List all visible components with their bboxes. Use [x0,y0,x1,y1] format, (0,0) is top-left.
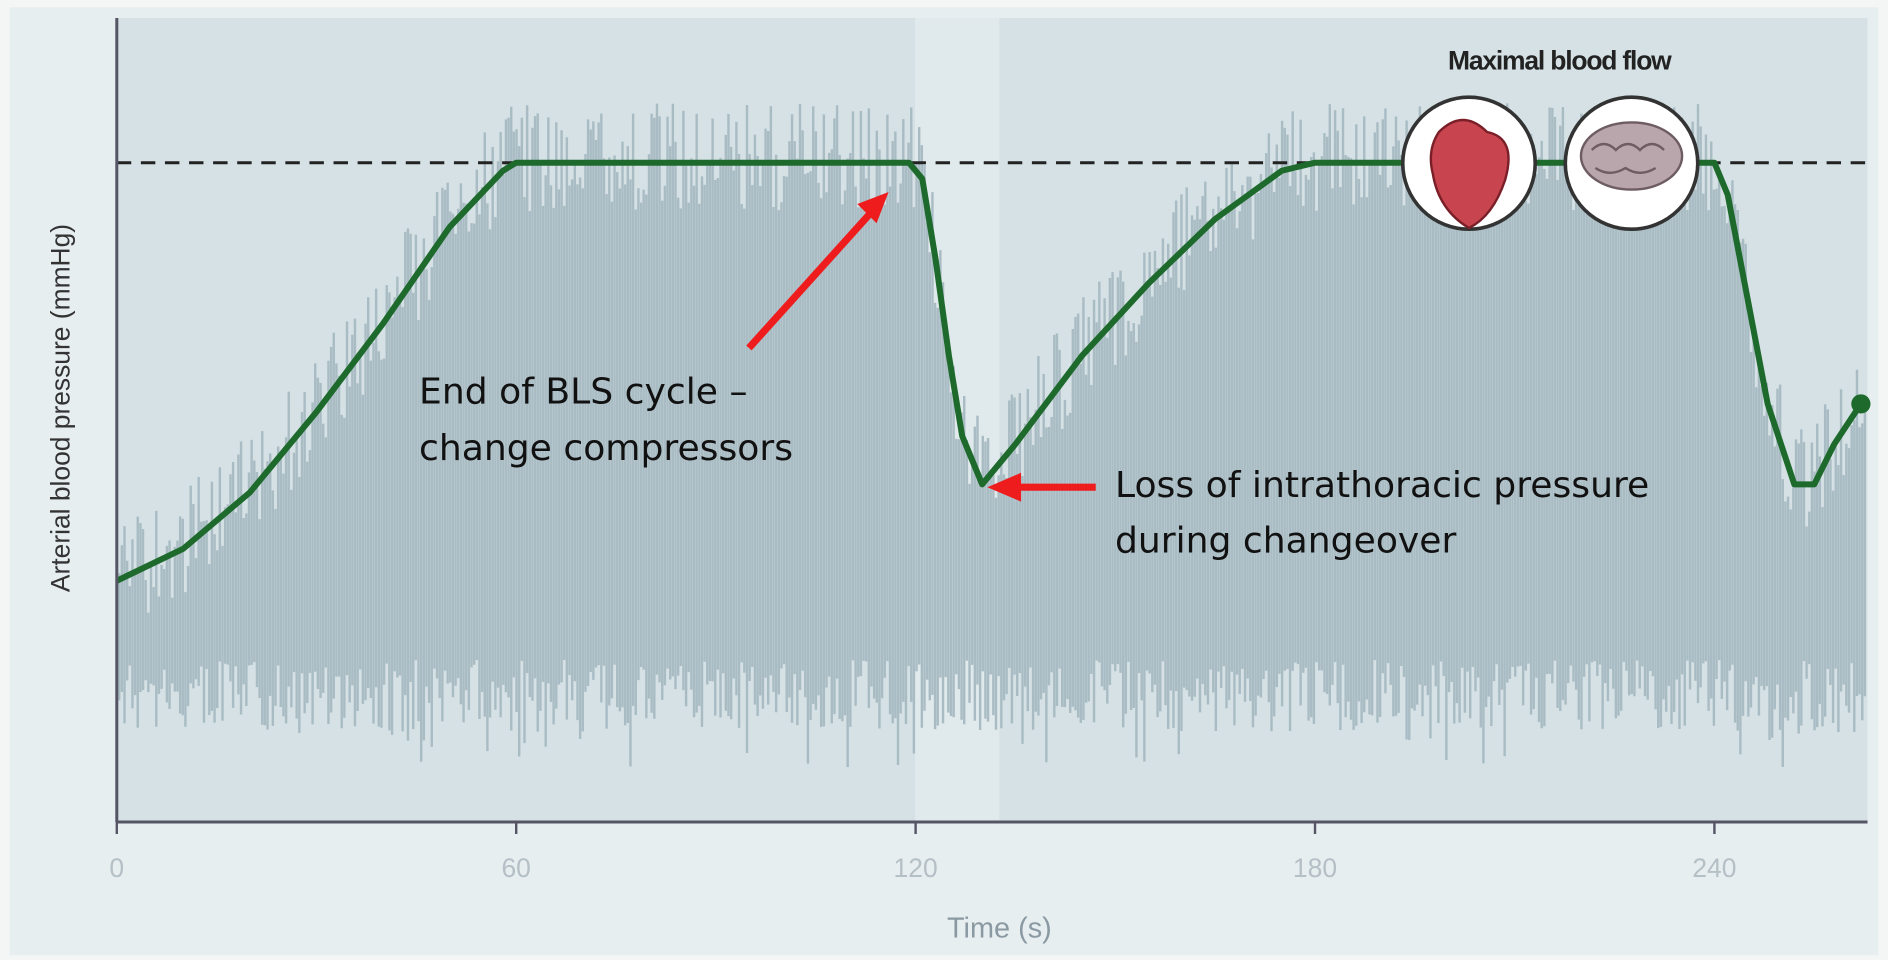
heart-icon [1400,95,1538,231]
x-tick-label: 120 [894,853,938,883]
annotation: Loss of intrathoracic pressure [1115,464,1649,506]
brain-icon [1563,95,1700,231]
arrow-head [857,192,889,224]
arrow-shaft [746,203,880,351]
arrow-head [987,472,1022,502]
icon-caption: Maximal blood flow [1448,45,1672,75]
pressure-trace [118,103,1867,768]
x-tick-label: 240 [1692,853,1736,883]
annotation: change compressors [419,427,793,469]
x-axis-label: Time (s) [947,913,1052,945]
x-tick-label: 0 [109,853,124,883]
end-point [1851,394,1871,414]
x-tick-label: 60 [501,853,530,883]
annotation: End of BLS cycle – [419,371,748,413]
x-tick-label: 180 [1293,853,1337,883]
annotation: during changeover [1115,519,1457,561]
y-axis-label: Arterial blood pressure (mmHg) [46,224,76,592]
line [115,159,1864,584]
